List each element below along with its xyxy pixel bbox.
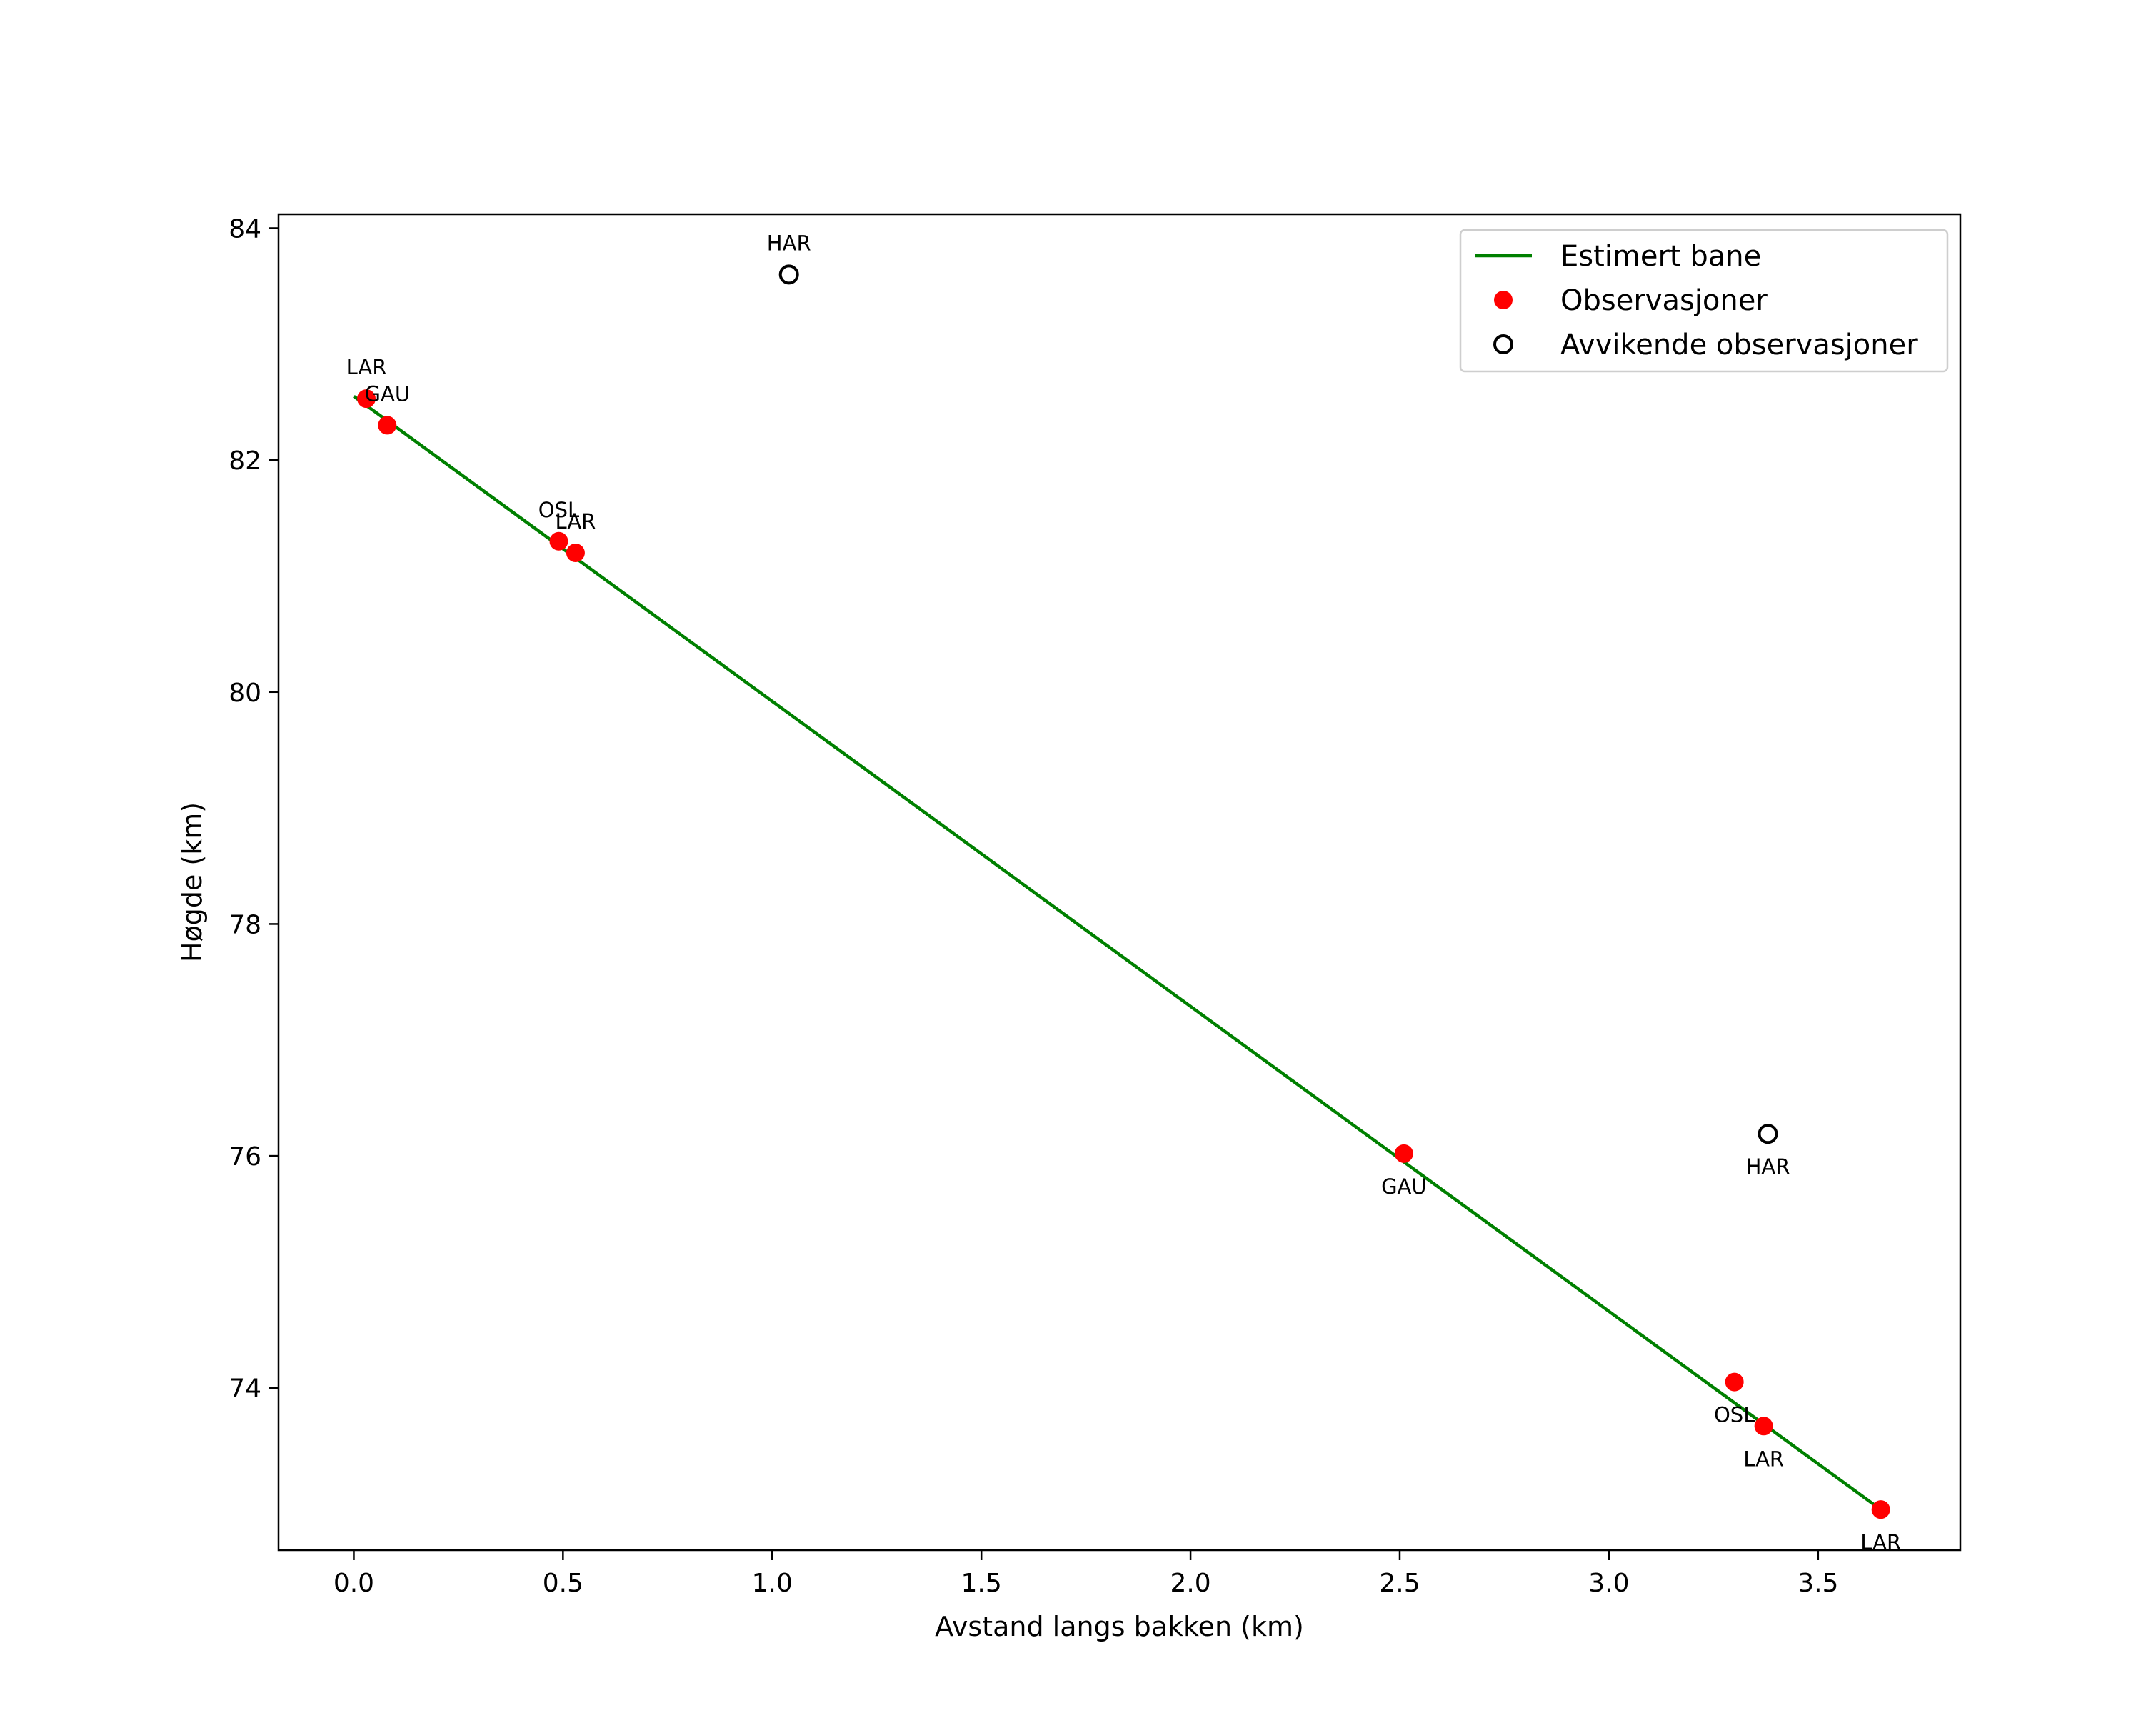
y-tick-label: 80 — [229, 679, 261, 708]
x-tick-label: 0.5 — [543, 1569, 583, 1598]
legend-label: Estimert bane — [1560, 240, 1761, 273]
observation-point — [1754, 1417, 1773, 1436]
axes-layer: 0.0 0.5 1.0 1.5 2.0 2.5 3.0 3.5 74 76 78 80 82 84 Avst… — [176, 213, 1962, 1642]
legend-label: Avvikende observasjoner — [1560, 329, 1918, 361]
x-axis-label: Avstand langs bakken (km) — [935, 1611, 1304, 1642]
point-label: HAR — [767, 231, 811, 255]
legend-marker-swatch — [1493, 334, 1513, 354]
observation-point — [1871, 1500, 1890, 1519]
x-tick-label: 2.0 — [1170, 1569, 1210, 1598]
legend-box — [1459, 229, 1949, 373]
y-tick-label: 78 — [229, 910, 261, 939]
x-tick-label: 1.5 — [961, 1569, 1002, 1598]
x-tick-label: 0.0 — [334, 1569, 374, 1598]
observation-point — [357, 389, 376, 409]
y-tick-label: 74 — [229, 1374, 261, 1404]
y-tick-label: 84 — [229, 214, 261, 244]
x-tick-label: 1.0 — [752, 1569, 793, 1598]
outlier-point — [1758, 1124, 1778, 1144]
observation-point — [378, 416, 397, 435]
point-label: LAR — [346, 355, 387, 379]
legend: Estimert bane Observasjoner Avvikende obse… — [1459, 229, 1949, 373]
x-tick-label: 3.0 — [1588, 1569, 1629, 1598]
plot-frame — [277, 213, 1962, 1552]
outlier-point — [778, 264, 799, 285]
y-axis-label: Høgde (km) — [176, 802, 208, 962]
legend-marker-swatch — [1494, 291, 1513, 309]
observation-point — [1394, 1144, 1413, 1163]
observation-point — [1725, 1372, 1744, 1392]
legend-label: Observasjoner — [1560, 284, 1768, 317]
point-label: LAR — [556, 509, 596, 534]
x-tick-label: 3.5 — [1797, 1569, 1838, 1598]
point-label: OSL — [1714, 1403, 1755, 1427]
observation-point — [566, 543, 585, 562]
point-label: LAR — [1743, 1447, 1784, 1471]
y-tick-label: 76 — [229, 1142, 261, 1172]
x-tick-label: 2.5 — [1379, 1569, 1420, 1598]
point-label: GAU — [1381, 1174, 1427, 1199]
point-label: GAU — [365, 381, 411, 406]
trajectory-line — [353, 395, 1882, 1512]
point-label: HAR — [1746, 1154, 1790, 1179]
point-label: OSL — [538, 498, 579, 522]
observation-point — [549, 531, 568, 551]
y-tick-label: 82 — [229, 446, 261, 476]
